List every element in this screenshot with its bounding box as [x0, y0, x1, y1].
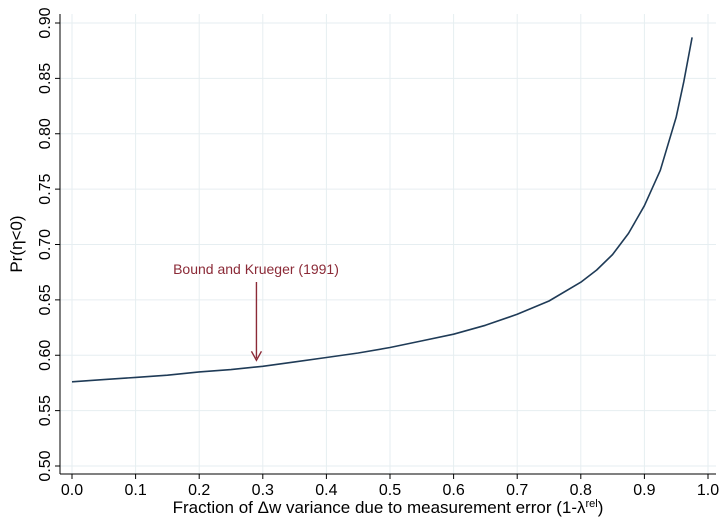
x-tick-label: 0.6	[442, 482, 464, 499]
x-tick-label: 0.8	[570, 482, 592, 499]
y-tick-label: 0.55	[37, 395, 54, 426]
y-axis-title: Pr(η<0)	[7, 215, 26, 272]
x-axis-title-end: )	[598, 498, 604, 517]
series-line	[71, 37, 693, 383]
axes: 0.50 0.55 0.60 0.65 0.70 0.75 0.80 0.85 0.90 0.0 0…	[37, 7, 719, 499]
y-tick-label: 0.70	[37, 229, 54, 260]
y-tick-label: 0.80	[37, 118, 54, 149]
y-tick-label: 0.85	[37, 63, 54, 94]
y-tick-label: 0.90	[37, 7, 54, 38]
annotation-arrow-head	[250, 350, 263, 362]
x-axis-title: Fraction of Δw variance due to measureme…	[173, 498, 604, 517]
grid	[60, 14, 716, 474]
y-tick-label: 0.60	[37, 340, 54, 371]
x-tick-label: 0.1	[124, 482, 146, 499]
x-tick-label: 0.0	[61, 482, 83, 499]
x-tick-label: 0.5	[379, 482, 401, 499]
y-tick-label: 0.50	[37, 450, 54, 481]
series-group	[71, 37, 693, 383]
x-axis-title-superscript: rel	[586, 498, 598, 510]
x-tick-label: 0.4	[315, 482, 337, 499]
x-tick-label: 0.2	[188, 482, 210, 499]
x-tick-label: 0.7	[506, 482, 528, 499]
x-tick-label: 0.3	[252, 482, 274, 499]
y-tick-label: 0.75	[37, 173, 54, 204]
y-tick-label: 0.65	[37, 284, 54, 315]
annotation-label: Bound and Krueger (1991)	[173, 261, 339, 277]
x-tick-label: 0.9	[633, 482, 655, 499]
annotation-group: Bound and Krueger (1991)	[173, 261, 339, 362]
x-tick-label: 1.0	[697, 482, 719, 499]
x-axis-title-main: Fraction of Δw variance due to measureme…	[173, 498, 586, 517]
